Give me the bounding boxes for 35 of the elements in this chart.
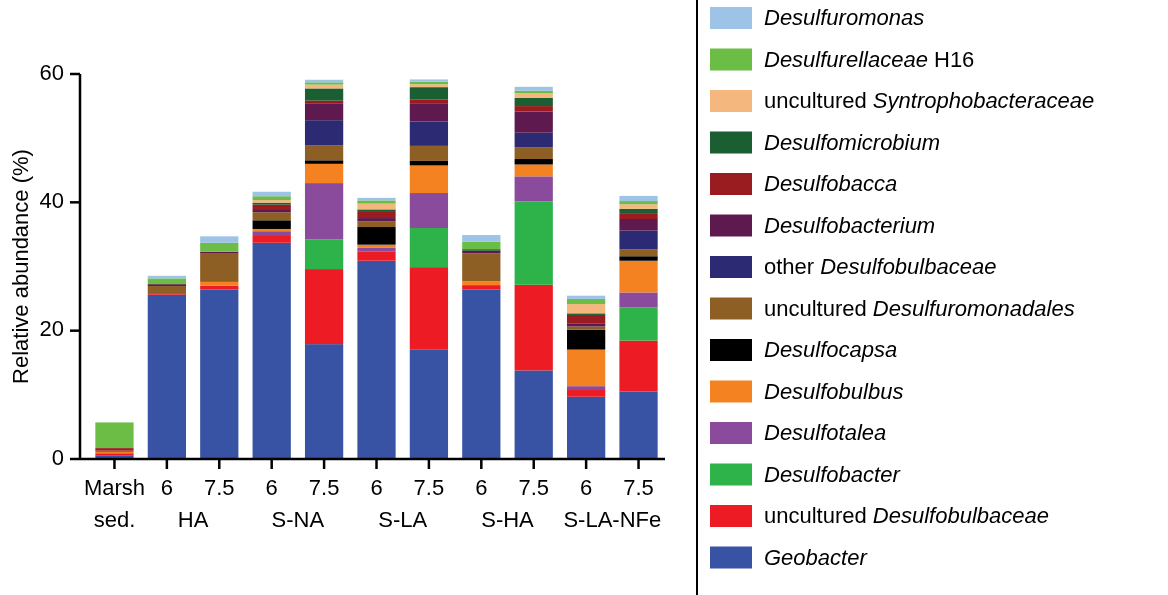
- y-tick-label: 20: [39, 316, 64, 342]
- y-axis-title: Relative abundance (%): [7, 149, 33, 384]
- y-tick-label: 0: [51, 444, 64, 470]
- legend-label: Geobacter: [764, 544, 869, 570]
- x-tick-label: 7.5: [623, 475, 654, 500]
- x-tick-label: 7.5: [518, 475, 550, 500]
- legend-label: uncultured Desulfuromonadales: [764, 295, 1075, 321]
- legend-label: Desulfocapsa: [764, 336, 898, 362]
- text: S-HA: [481, 507, 535, 532]
- legend-label: other Desulfobulbaceae: [764, 253, 997, 279]
- text: HA: [177, 507, 209, 532]
- legend-label: Desulfotalea: [764, 419, 887, 445]
- legend-label: Desulfobacter: [764, 461, 902, 487]
- legend-label: Desulfobulbus: [764, 378, 904, 404]
- legend-label: uncultured Syntrophobacteraceae: [764, 87, 1095, 113]
- text: S-LA: [378, 507, 428, 532]
- legend-label: Desulfurellaceae H16: [764, 46, 975, 72]
- legend-label: Desulfuromonas: [764, 4, 925, 30]
- x-tick-label: 7.5: [308, 475, 340, 500]
- x-tick-label: 6: [370, 475, 383, 500]
- legend-label: uncultured Desulfobulbaceae: [764, 502, 1049, 528]
- x-tick-label: 6: [160, 475, 173, 500]
- legend-label: Desulfobacca: [764, 170, 898, 196]
- x-tick-label: Marsh sed.: [83, 475, 146, 532]
- legend-label: Desulfobacterium: [764, 212, 936, 238]
- x-tick-label: 7.5: [413, 475, 445, 500]
- x-tick-label: 6: [475, 475, 488, 500]
- x-tick-label: 7.5: [203, 475, 235, 500]
- text: S-NA: [271, 507, 325, 532]
- x-tick-label: 6: [580, 475, 593, 500]
- x-tick-label: 6: [265, 475, 278, 500]
- y-tick-label: 40: [39, 188, 64, 214]
- legend-label: Desulfomicrobium: [764, 129, 941, 155]
- y-tick-label: 60: [39, 59, 64, 85]
- text: S-LA-NFe: [563, 507, 662, 532]
